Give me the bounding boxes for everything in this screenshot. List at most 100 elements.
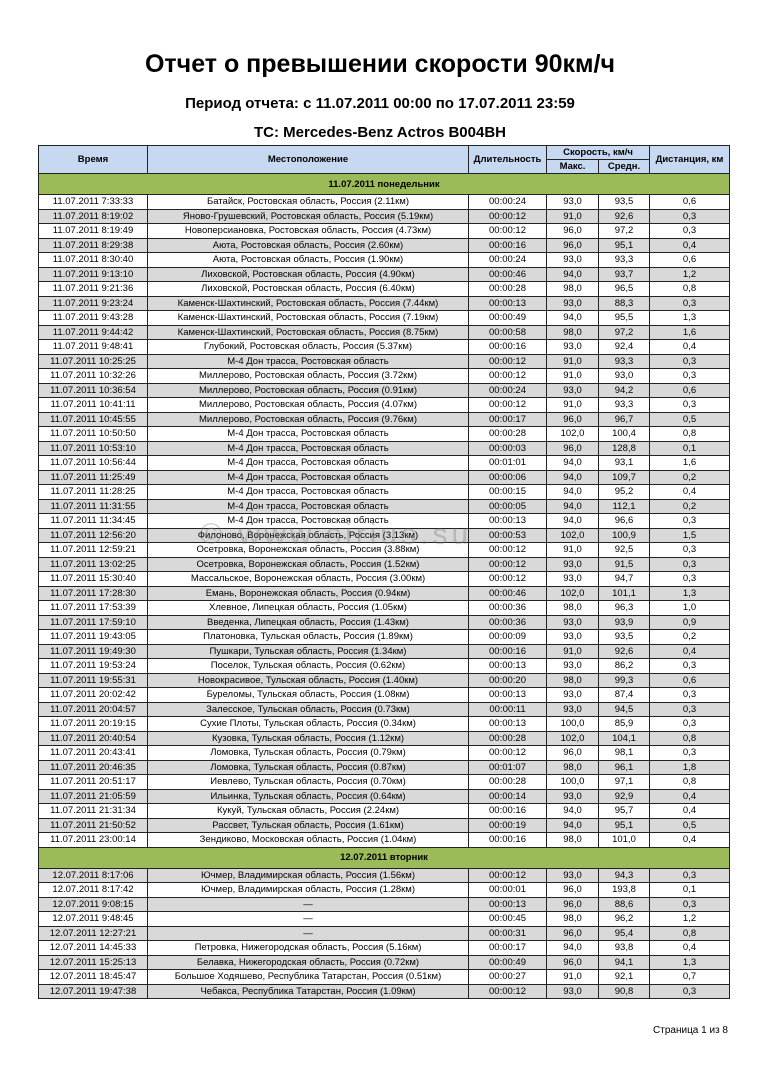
col-header-time: Время	[38, 145, 148, 174]
cell-distance: 0,3	[649, 542, 731, 558]
cell-time: 11.07.2011 8:29:38	[38, 237, 148, 253]
cell-distance: 0,3	[649, 368, 731, 384]
cell-duration: 00:00:24	[468, 252, 547, 268]
table-row: 11.07.2011 11:31:55 М-4 Дон трасса, Росто…	[38, 498, 731, 514]
cell-time: 11.07.2011 8:19:02	[38, 208, 148, 224]
table-row: 11.07.2011 10:53:10 М-4 Дон трасса, Росто…	[38, 440, 731, 456]
col-header-duration: Длительность	[468, 145, 547, 174]
cell-duration: 00:00:16	[468, 803, 547, 819]
cell-distance: 0,4	[649, 484, 731, 500]
cell-time: 11.07.2011 7:33:33	[38, 194, 148, 210]
table-row: 11.07.2011 20:51:17 Иевлево, Тульская обл…	[38, 774, 731, 790]
table-row: 11.07.2011 12:59:21 Осетровка, Воронежска…	[38, 542, 731, 558]
cell-time: 11.07.2011 15:30:40	[38, 571, 148, 587]
table-row: 11.07.2011 19:53:24 Поселок, Тульская обл…	[38, 658, 731, 674]
cell-distance: 0,4	[649, 237, 731, 253]
cell-time: 11.07.2011 23:00:14	[38, 832, 148, 848]
cell-time: 12.07.2011 12:27:21	[38, 925, 148, 941]
cell-distance: 0,3	[649, 397, 731, 413]
table-row: 11.07.2011 20:46:35 Ломовка, Тульская обл…	[38, 759, 731, 775]
cell-time: 11.07.2011 9:43:28	[38, 310, 148, 326]
cell-location: Массальское, Воронежская область, Россия…	[147, 571, 469, 587]
cell-avg-speed: 94,5	[597, 701, 651, 717]
cell-distance: 0,3	[649, 223, 731, 239]
cell-time: 11.07.2011 9:21:36	[38, 281, 148, 297]
cell-time: 12.07.2011 15:25:13	[38, 954, 148, 970]
report-title: Отчет о превышении скорости 90км/ч	[144, 50, 615, 78]
cell-duration: 00:00:12	[468, 223, 547, 239]
cell-avg-speed: 92,6	[597, 208, 651, 224]
cell-duration: 00:00:15	[468, 484, 547, 500]
cell-max-speed: 96,0	[546, 440, 599, 456]
cell-duration: 00:00:12	[468, 571, 547, 587]
cell-avg-speed: 94,2	[597, 382, 651, 398]
cell-avg-speed: 97,1	[597, 774, 651, 790]
table-row: 11.07.2011 8:30:40 Аюта, Ростовская облас…	[38, 252, 731, 268]
table-row: 11.07.2011 17:59:10 Введенка, Липецкая об…	[38, 614, 731, 630]
cell-avg-speed: 92,4	[597, 339, 651, 355]
cell-max-speed: 93,0	[546, 629, 599, 645]
cell-location: М-4 Дон трасса, Ростовская область	[147, 353, 469, 369]
cell-time: 11.07.2011 9:44:42	[38, 324, 148, 340]
cell-location: Аюта, Ростовская область, Россия (1.90км…	[147, 252, 469, 268]
cell-avg-speed: 97,2	[597, 223, 651, 239]
table-row: 11.07.2011 10:56:44 М-4 Дон трасса, Росто…	[38, 455, 731, 471]
cell-location: Глубокий, Ростовская область, Россия (5.…	[147, 339, 469, 355]
cell-max-speed: 93,0	[546, 571, 599, 587]
cell-duration: 00:00:28	[468, 730, 547, 746]
cell-distance: 0,3	[649, 353, 731, 369]
cell-avg-speed: 95,5	[597, 310, 651, 326]
cell-max-speed: 98,0	[546, 672, 599, 688]
cell-distance: 0,6	[649, 382, 731, 398]
cell-time: 11.07.2011 20:43:41	[38, 745, 148, 761]
cell-duration: 00:00:16	[468, 339, 547, 355]
cell-avg-speed: 95,4	[597, 925, 651, 941]
cell-time: 11.07.2011 19:55:31	[38, 672, 148, 688]
cell-distance: 1,3	[649, 310, 731, 326]
table-row: 11.07.2011 20:43:41 Ломовка, Тульская обл…	[38, 745, 731, 761]
cell-location: Кузовка, Тульская область, Россия (1.12к…	[147, 730, 469, 746]
cell-avg-speed: 128,8	[597, 440, 651, 456]
cell-distance: 0,3	[649, 658, 731, 674]
cell-location: Сухие Плоты, Тульская область, Россия (0…	[147, 716, 469, 732]
cell-duration: 00:00:49	[468, 310, 547, 326]
cell-duration: 00:00:13	[468, 295, 547, 311]
cell-distance: 0,3	[649, 716, 731, 732]
cell-location: М-4 Дон трасса, Ростовская область	[147, 426, 469, 442]
cell-max-speed: 93,0	[546, 252, 599, 268]
cell-location: Яново-Грушевский, Ростовская область, Ро…	[147, 208, 469, 224]
cell-time: 11.07.2011 9:13:10	[38, 266, 148, 282]
cell-time: 11.07.2011 8:19:49	[38, 223, 148, 239]
cell-distance: 1,2	[649, 266, 731, 282]
cell-location: Осетровка, Воронежская область, Россия (…	[147, 556, 469, 572]
cell-distance: 1,8	[649, 759, 731, 775]
cell-duration: 00:01:07	[468, 759, 547, 775]
cell-distance: 0,4	[649, 803, 731, 819]
cell-avg-speed: 109,7	[597, 469, 651, 485]
cell-distance: 0,6	[649, 252, 731, 268]
cell-avg-speed: 96,1	[597, 759, 651, 775]
cell-duration: 00:00:12	[468, 397, 547, 413]
cell-distance: 0,4	[649, 832, 731, 848]
cell-duration: 00:00:13	[468, 513, 547, 529]
table-row: 11.07.2011 9:44:42 Каменск-Шахтинский, Ро…	[38, 324, 731, 340]
cell-max-speed: 91,0	[546, 208, 599, 224]
table-row: 11.07.2011 10:36:54 Миллерово, Ростовская…	[38, 382, 731, 398]
table-row: 11.07.2011 20:19:15 Сухие Плоты, Тульская…	[38, 716, 731, 732]
cell-time: 11.07.2011 19:49:30	[38, 643, 148, 659]
cell-max-speed: 94,0	[546, 498, 599, 514]
cell-avg-speed: 85,9	[597, 716, 651, 732]
cell-duration: 00:00:27	[468, 969, 547, 985]
cell-duration: 00:00:13	[468, 716, 547, 732]
cell-avg-speed: 104,1	[597, 730, 651, 746]
cell-location: Ючмер, Владимирская область, Россия (1.2…	[147, 882, 469, 898]
cell-avg-speed: 93,9	[597, 614, 651, 630]
cell-max-speed: 93,0	[546, 295, 599, 311]
cell-avg-speed: 94,7	[597, 571, 651, 587]
cell-duration: 00:00:36	[468, 614, 547, 630]
col-header-avg: Средн.	[597, 159, 651, 174]
cell-max-speed: 94,0	[546, 484, 599, 500]
cell-location: —	[147, 911, 469, 927]
cell-max-speed: 93,0	[546, 687, 599, 703]
cell-time: 11.07.2011 20:51:17	[38, 774, 148, 790]
